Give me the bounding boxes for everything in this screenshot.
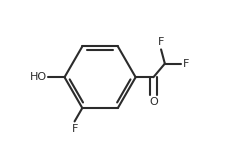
Text: F: F <box>183 59 189 69</box>
Text: O: O <box>149 97 158 107</box>
Text: HO: HO <box>30 72 47 82</box>
Text: F: F <box>158 37 164 47</box>
Text: F: F <box>71 124 78 134</box>
